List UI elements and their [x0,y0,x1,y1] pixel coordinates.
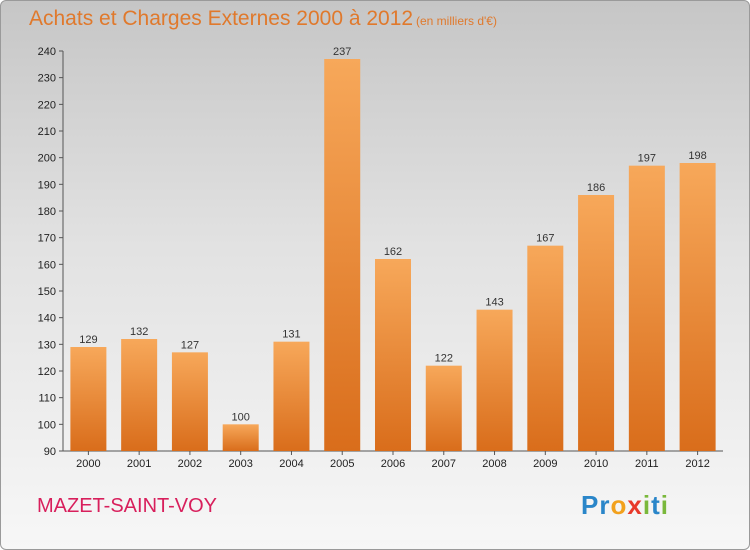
x-tick-label: 2005 [330,458,354,470]
proxiti-logo: Proxiti [581,490,669,521]
bar-value-label: 237 [333,46,351,58]
bar-value-label: 132 [130,326,148,338]
bar-value-label: 162 [384,246,402,258]
bar [425,365,462,451]
x-tick-label: 2012 [685,458,709,470]
logo-letter: i [642,490,652,520]
y-tick-label: 240 [38,46,56,58]
logo-letter: t [651,490,661,520]
y-tick-label: 220 [38,99,56,111]
town-name: MAZET-SAINT-VOY [37,495,218,517]
logo-letter: i [660,490,669,520]
bar-value-label: 100 [232,411,250,423]
bar-value-label: 186 [587,182,605,194]
logo-letter: P [581,490,600,520]
bar-value-label: 143 [485,297,503,309]
x-tick-label: 2010 [584,458,608,470]
y-tick-label: 230 [38,73,56,85]
x-tick-label: 2000 [76,458,100,470]
bar [121,339,158,451]
y-tick-label: 90 [44,446,56,458]
y-tick-label: 110 [38,393,56,405]
bar [527,245,564,451]
bar-value-label: 198 [688,150,706,162]
x-tick-label: 2008 [482,458,506,470]
x-tick-label: 2007 [432,458,456,470]
bar-value-label: 129 [79,334,97,346]
y-tick-label: 140 [38,313,56,325]
bar [70,347,107,451]
y-tick-label: 130 [38,339,56,351]
bar-value-label: 131 [282,329,300,341]
bar [324,59,361,451]
y-tick-label: 180 [38,206,56,218]
y-tick-label: 170 [38,233,56,245]
bar-value-label: 197 [638,153,656,165]
bar [679,163,716,451]
bar [375,259,411,451]
x-tick-label: 2004 [279,458,303,470]
x-tick-label: 2009 [533,458,557,470]
bar [578,195,615,451]
x-tick-label: 2011 [635,458,659,470]
y-tick-label: 190 [38,179,56,191]
x-tick-label: 2001 [127,458,151,470]
y-tick-label: 100 [38,419,56,431]
y-tick-label: 160 [38,259,56,271]
chart-title: Achats et Charges Externes 2000 à 2012 [29,7,414,30]
x-tick-label: 2003 [228,458,252,470]
x-tick-label: 2006 [381,458,405,470]
bar [222,424,259,451]
chart-subtitle: (en milliers d'€) [416,14,497,28]
y-tick-label: 200 [38,153,56,165]
y-tick-label: 120 [38,366,56,378]
logo-letter: o [610,490,628,520]
bar-value-label: 127 [181,339,199,351]
logo-letter: x [627,490,643,520]
bar [171,352,208,451]
bar-value-label: 122 [435,353,453,365]
bar [628,165,665,451]
logo-letter: r [599,490,611,520]
bar [273,341,310,451]
bar-value-label: 167 [536,233,554,245]
bar [476,309,513,451]
y-tick-label: 210 [38,126,56,138]
y-tick-label: 150 [38,286,56,298]
x-tick-label: 2002 [178,458,202,470]
